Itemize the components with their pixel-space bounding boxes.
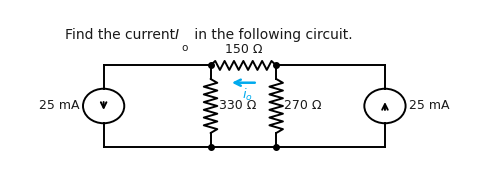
Text: in the following circuit.: in the following circuit. (190, 28, 352, 42)
Text: 330 Ω: 330 Ω (219, 99, 256, 113)
Text: 25 mA: 25 mA (409, 99, 450, 113)
Text: 150 Ω: 150 Ω (225, 43, 262, 56)
Text: 25 mA: 25 mA (39, 99, 79, 113)
Text: $i_o$: $i_o$ (242, 86, 253, 103)
Text: 270 Ω: 270 Ω (285, 99, 322, 113)
Text: $I$: $I$ (174, 28, 180, 42)
Text: Find the current: Find the current (65, 28, 180, 42)
Text: o: o (182, 43, 188, 53)
